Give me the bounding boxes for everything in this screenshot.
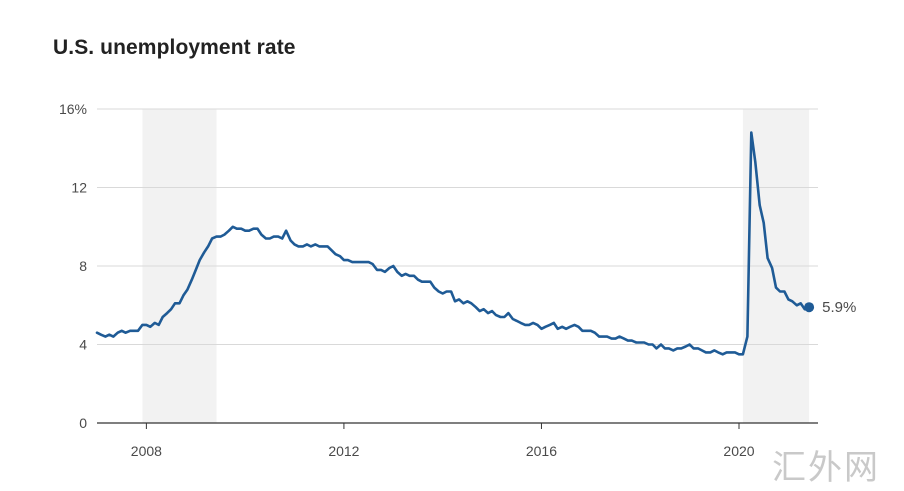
latest-value-dot (804, 302, 815, 313)
y-tick-label: 12 (71, 180, 87, 196)
gridlines (97, 108, 818, 424)
x-tick-label: 2012 (328, 443, 359, 459)
y-tick-label: 4 (79, 337, 87, 353)
chart-title: U.S. unemployment rate (53, 36, 296, 59)
y-tick-label: 8 (79, 258, 87, 274)
x-tick-label: 2016 (526, 443, 557, 459)
x-tick-label: 2008 (131, 443, 162, 459)
y-tick-label: 0 (79, 415, 87, 431)
watermark-text: 汇外网 (772, 448, 880, 488)
x-axis-ticks: 2008 2012 2016 2020 (131, 423, 755, 459)
x-tick-label: 2020 (723, 443, 754, 459)
y-tick-label: 16% (59, 101, 87, 117)
latest-value-label: 5.9% (822, 299, 856, 316)
y-axis-ticks: 0 4 8 12 16% (59, 101, 87, 431)
unemployment-rate-line (95, 131, 811, 356)
